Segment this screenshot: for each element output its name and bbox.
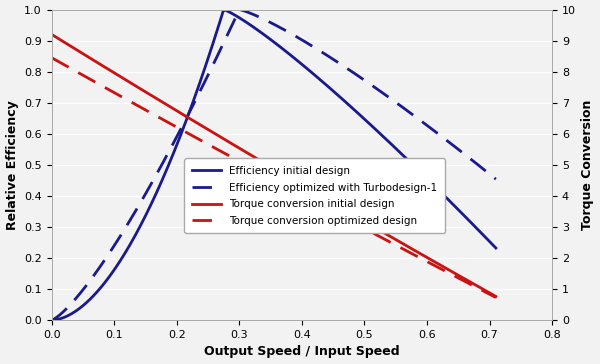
Y-axis label: Torque Conversion: Torque Conversion — [581, 100, 595, 230]
Legend: Efficiency initial design, Efficiency optimized with Turbodesign-1, Torque conve: Efficiency initial design, Efficiency op… — [184, 158, 445, 233]
X-axis label: Output Speed / Input Speed: Output Speed / Input Speed — [204, 345, 400, 359]
Y-axis label: Relative Efficiency: Relative Efficiency — [5, 100, 19, 230]
